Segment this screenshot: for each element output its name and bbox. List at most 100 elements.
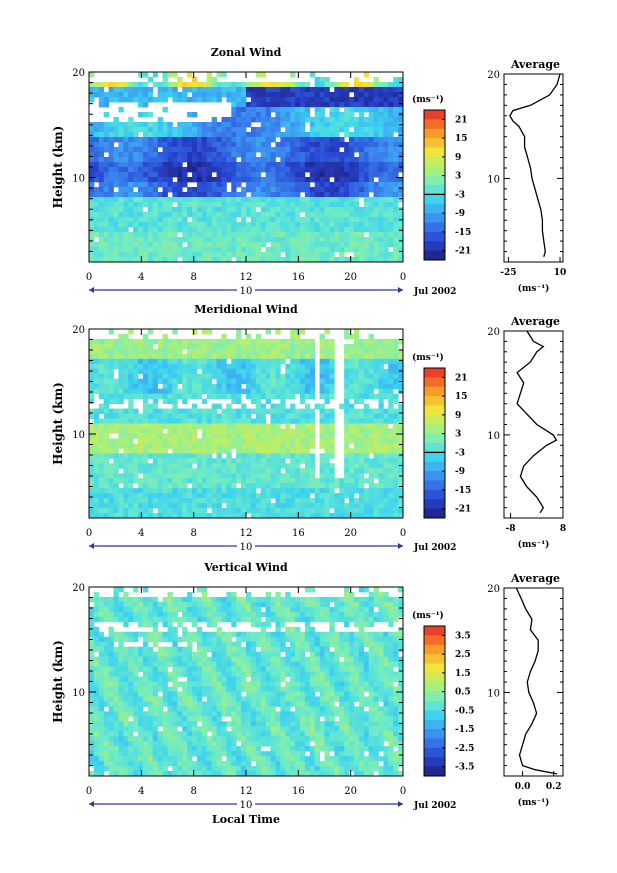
colorbar-tick-label: 2.5 bbox=[455, 650, 471, 660]
average-x-label: (ms⁻¹) bbox=[518, 283, 550, 294]
x-tick-label: 20 bbox=[344, 786, 357, 797]
x-tick-label: 4 bbox=[138, 272, 144, 283]
average-panel: Average 20 10 0.0 0.2 (ms⁻¹) bbox=[487, 572, 564, 808]
day-label: 10 bbox=[240, 286, 253, 297]
average-x-label: (ms⁻¹) bbox=[518, 797, 550, 808]
x-tick-label: 0 bbox=[400, 786, 406, 797]
x-tick-label: 8 bbox=[190, 272, 196, 283]
date-label: Jul 2002 bbox=[413, 543, 456, 553]
colorbar-tick-label: -3.5 bbox=[455, 763, 474, 773]
colorbar-swatch bbox=[424, 663, 445, 674]
colorbar-tick-label: -9 bbox=[455, 467, 465, 477]
colorbar-swatch bbox=[424, 499, 445, 510]
colorbar-swatch bbox=[424, 644, 445, 655]
colorbar-tick-label: 3 bbox=[455, 172, 461, 182]
colorbar-tick-label: -3 bbox=[455, 190, 465, 200]
average-title: Average bbox=[510, 58, 560, 71]
x-tick-label: 0 bbox=[86, 786, 92, 797]
heatmap-cells bbox=[89, 72, 404, 263]
colorbar-swatch bbox=[424, 110, 445, 120]
colorbar-swatch bbox=[424, 377, 445, 388]
colorbar-swatch bbox=[424, 250, 445, 261]
y-axis-label: Height (km) bbox=[51, 640, 65, 723]
colorbar-swatch bbox=[424, 738, 445, 749]
day-label: 10 bbox=[240, 800, 253, 811]
average-y-tick-label: 10 bbox=[487, 174, 500, 185]
colorbar-swatch bbox=[424, 471, 445, 482]
colorbar-swatch bbox=[424, 414, 445, 425]
day-arrow-left bbox=[89, 543, 94, 549]
colorbar-swatch bbox=[424, 672, 445, 683]
panel-title: Zonal Wind bbox=[211, 46, 282, 59]
colorbar-swatch bbox=[424, 147, 445, 158]
colorbar-swatch bbox=[424, 166, 445, 177]
date-label: Jul 2002 bbox=[413, 287, 456, 297]
colorbar-swatch bbox=[424, 185, 445, 195]
x-tick-label: 12 bbox=[240, 528, 253, 539]
average-x-tick-label: -8 bbox=[506, 524, 516, 534]
average-profile-line bbox=[515, 587, 557, 775]
colorbar-swatch bbox=[424, 461, 445, 472]
colorbar-tick-label: 3.5 bbox=[455, 631, 471, 641]
colorbar-swatch bbox=[424, 747, 445, 758]
average-x-tick-label: 0.2 bbox=[546, 782, 562, 792]
colorbar-tick-label: 9 bbox=[455, 153, 461, 163]
day-arrow-right bbox=[398, 801, 403, 807]
colorbar-swatch bbox=[424, 757, 445, 768]
colorbar-swatch bbox=[424, 654, 445, 665]
y-tick-label: 10 bbox=[72, 430, 85, 441]
day-arrow-left bbox=[89, 287, 94, 293]
average-title: Average bbox=[510, 315, 560, 328]
colorbar-swatch bbox=[424, 138, 445, 149]
heatmap-cells bbox=[89, 329, 404, 519]
colorbar-tick-label: 21 bbox=[455, 115, 468, 125]
colorbar-swatch bbox=[424, 489, 445, 500]
x-tick-label: 16 bbox=[292, 272, 305, 283]
x-tick-label: 16 bbox=[292, 786, 305, 797]
y-tick-label: 20 bbox=[72, 68, 85, 79]
colorbar-frame bbox=[423, 109, 446, 261]
day-arrow-right bbox=[398, 543, 403, 549]
colorbar-tick-label: -2.5 bbox=[455, 744, 474, 754]
average-panel: Average 20 10 -8 8 (ms⁻¹) bbox=[487, 315, 566, 550]
colorbar-tick-label: 3 bbox=[455, 430, 461, 440]
colorbar-unit: (ms⁻¹) bbox=[412, 610, 444, 621]
average-x-tick-label: 10 bbox=[554, 268, 567, 278]
y-tick-label: 20 bbox=[72, 325, 85, 336]
y-axis-label: Height (km) bbox=[51, 382, 65, 465]
x-tick-label: 20 bbox=[344, 528, 357, 539]
y-tick-label: 20 bbox=[72, 583, 85, 594]
colorbar-swatch bbox=[424, 424, 445, 435]
colorbar-tick-label: -1.5 bbox=[455, 725, 474, 735]
colorbar-swatch bbox=[424, 626, 445, 636]
x-tick-label: 0 bbox=[400, 272, 406, 283]
colorbar-swatch bbox=[424, 368, 445, 378]
x-tick-label: 0 bbox=[400, 528, 406, 539]
x-tick-label: 12 bbox=[240, 786, 253, 797]
colorbar-swatch bbox=[424, 691, 445, 702]
x-tick-label: 20 bbox=[344, 272, 357, 283]
y-tick-label: 10 bbox=[72, 688, 85, 699]
average-y-tick-label: 20 bbox=[487, 584, 500, 595]
colorbar-tick-label: -15 bbox=[455, 228, 471, 238]
x-tick-label: 16 bbox=[292, 528, 305, 539]
average-y-tick-label: 20 bbox=[487, 327, 500, 338]
colorbar-swatch bbox=[424, 396, 445, 407]
colorbar-swatch bbox=[424, 729, 445, 740]
colorbar-swatch bbox=[424, 203, 445, 214]
colorbar-swatch bbox=[424, 194, 445, 205]
day-arrow-left bbox=[89, 801, 94, 807]
colorbar-swatch bbox=[424, 443, 445, 453]
colorbar-swatch bbox=[424, 452, 445, 463]
colorbar-swatch bbox=[424, 222, 445, 233]
colorbar-frame bbox=[423, 625, 446, 777]
average-x-tick-label: -25 bbox=[500, 268, 516, 278]
colorbar-tick-label: 0.5 bbox=[455, 688, 471, 698]
date-label: Jul 2002 bbox=[413, 801, 456, 811]
colorbar-tick-label: -21 bbox=[455, 247, 471, 257]
colorbar-tick-label: -21 bbox=[455, 505, 471, 515]
average-frame bbox=[503, 587, 564, 777]
day-arrow-right bbox=[398, 287, 403, 293]
panel-3: Vertical Wind 0 4 8 12 16 20 0 20 10 Height (km) 10… bbox=[51, 561, 564, 826]
